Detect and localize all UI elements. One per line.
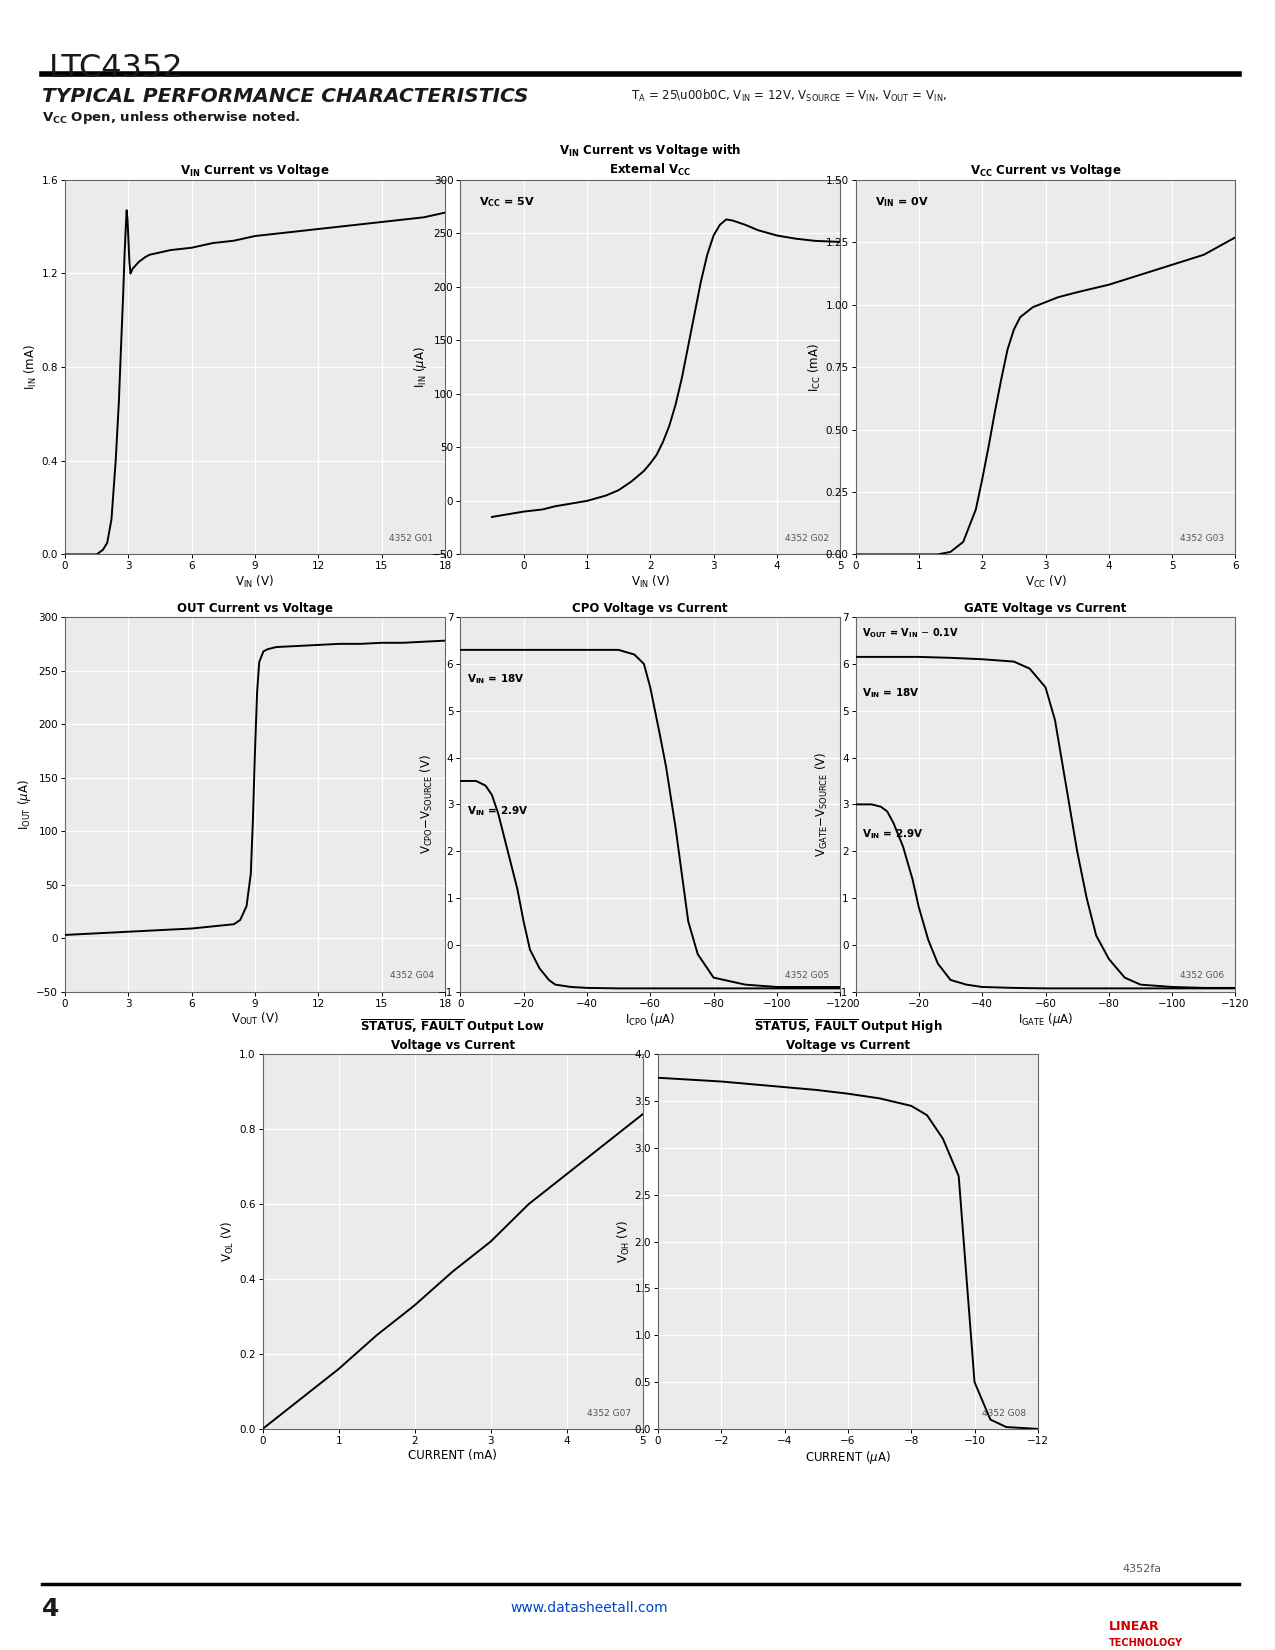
Y-axis label: I$_\mathregular{IN}$ (mA): I$_\mathregular{IN}$ (mA) [23, 345, 38, 389]
Text: 4352 G02: 4352 G02 [785, 535, 829, 543]
X-axis label: CURRENT (mA): CURRENT (mA) [408, 1449, 497, 1462]
Title: OUT Current vs Voltage: OUT Current vs Voltage [177, 602, 333, 614]
Text: TECHNOLOGY: TECHNOLOGY [1109, 1638, 1183, 1648]
Text: V$_\mathregular{CC}$ = 5V: V$_\mathregular{CC}$ = 5V [479, 195, 536, 208]
Title: GATE Voltage vs Current: GATE Voltage vs Current [964, 602, 1127, 614]
Title: V$_\mathregular{CC}$ Current vs Voltage: V$_\mathregular{CC}$ Current vs Voltage [970, 162, 1121, 180]
Y-axis label: I$_\mathregular{IN}$ ($\mu$A): I$_\mathregular{IN}$ ($\mu$A) [412, 346, 428, 388]
Y-axis label: V$_\mathregular{OH}$ (V): V$_\mathregular{OH}$ (V) [616, 1219, 631, 1264]
X-axis label: I$_\mathregular{CPO}$ ($\mu$A): I$_\mathregular{CPO}$ ($\mu$A) [625, 1011, 676, 1028]
Text: 4352 G08: 4352 G08 [982, 1409, 1026, 1417]
X-axis label: V$_\mathregular{IN}$ (V): V$_\mathregular{IN}$ (V) [236, 574, 274, 591]
Title: CPO Voltage vs Current: CPO Voltage vs Current [572, 602, 728, 614]
Y-axis label: V$_\mathregular{GATE}$$-$V$_\mathregular{SOURCE}$ (V): V$_\mathregular{GATE}$$-$V$_\mathregular… [815, 752, 830, 856]
Text: www.datasheetall.com: www.datasheetall.com [510, 1600, 668, 1614]
X-axis label: V$_\mathregular{OUT}$ (V): V$_\mathregular{OUT}$ (V) [231, 1011, 279, 1028]
Title: $\overline{\mathregular{STATUS}}$, $\overline{\mathregular{FAULT}}$ Output Low
V: $\overline{\mathregular{STATUS}}$, $\ove… [361, 1016, 544, 1051]
Text: LINEAR: LINEAR [1109, 1620, 1160, 1634]
Text: TYPICAL PERFORMANCE CHARACTERISTICS: TYPICAL PERFORMANCE CHARACTERISTICS [42, 87, 529, 107]
Y-axis label: I$_\mathregular{OUT}$ ($\mu$A): I$_\mathregular{OUT}$ ($\mu$A) [17, 779, 33, 830]
Text: 4352 G04: 4352 G04 [390, 972, 434, 980]
X-axis label: V$_\mathregular{IN}$ (V): V$_\mathregular{IN}$ (V) [631, 574, 669, 591]
Text: 4352 G01: 4352 G01 [389, 535, 434, 543]
Text: V$_\mathregular{CC}$ Open, unless otherwise noted.: V$_\mathregular{CC}$ Open, unless otherw… [42, 109, 301, 125]
Title: V$_\mathregular{IN}$ Current vs Voltage with
External V$_\mathregular{CC}$: V$_\mathregular{IN}$ Current vs Voltage … [560, 142, 741, 178]
Text: V$_\mathregular{IN}$ = 18V: V$_\mathregular{IN}$ = 18V [467, 673, 524, 686]
Text: T$_\mathregular{A}$ = 25\u00b0C, V$_\mathregular{IN}$ = 12V, V$_\mathregular{SOU: T$_\mathregular{A}$ = 25\u00b0C, V$_\mat… [631, 87, 947, 104]
X-axis label: I$_\mathregular{GATE}$ ($\mu$A): I$_\mathregular{GATE}$ ($\mu$A) [1017, 1011, 1074, 1028]
Title: V$_\mathregular{IN}$ Current vs Voltage: V$_\mathregular{IN}$ Current vs Voltage [180, 162, 330, 180]
Text: V$_\mathregular{IN}$ = 0V: V$_\mathregular{IN}$ = 0V [875, 195, 928, 208]
Y-axis label: V$_\mathregular{OL}$ (V): V$_\mathregular{OL}$ (V) [221, 1221, 236, 1262]
Y-axis label: V$_\mathregular{CPO}$$-$V$_\mathregular{SOURCE}$ (V): V$_\mathregular{CPO}$$-$V$_\mathregular{… [419, 754, 435, 855]
X-axis label: V$_\mathregular{CC}$ (V): V$_\mathregular{CC}$ (V) [1025, 574, 1066, 591]
Text: V$_\mathregular{OUT}$ = V$_\mathregular{IN}$ $-$ 0.1V: V$_\mathregular{OUT}$ = V$_\mathregular{… [862, 625, 959, 640]
Text: 4352fa: 4352fa [1122, 1564, 1162, 1574]
Text: V$_\mathregular{IN}$ = 2.9V: V$_\mathregular{IN}$ = 2.9V [862, 827, 923, 842]
Text: LTC4352: LTC4352 [48, 53, 184, 84]
Text: 4: 4 [42, 1597, 60, 1622]
Text: 4352 G07: 4352 G07 [586, 1409, 631, 1417]
Text: 4352 G03: 4352 G03 [1179, 535, 1224, 543]
Text: V$_\mathregular{IN}$ = 2.9V: V$_\mathregular{IN}$ = 2.9V [467, 804, 528, 817]
X-axis label: CURRENT ($\mu$A): CURRENT ($\mu$A) [805, 1449, 891, 1465]
Text: 4352 G05: 4352 G05 [784, 972, 829, 980]
Text: 4352 G06: 4352 G06 [1179, 972, 1224, 980]
Text: V$_\mathregular{IN}$ = 18V: V$_\mathregular{IN}$ = 18V [862, 686, 919, 701]
Title: $\overline{\mathregular{STATUS}}$, $\overline{\mathregular{FAULT}}$ Output High
: $\overline{\mathregular{STATUS}}$, $\ove… [754, 1016, 942, 1051]
Y-axis label: I$_\mathregular{CC}$ (mA): I$_\mathregular{CC}$ (mA) [807, 343, 822, 391]
